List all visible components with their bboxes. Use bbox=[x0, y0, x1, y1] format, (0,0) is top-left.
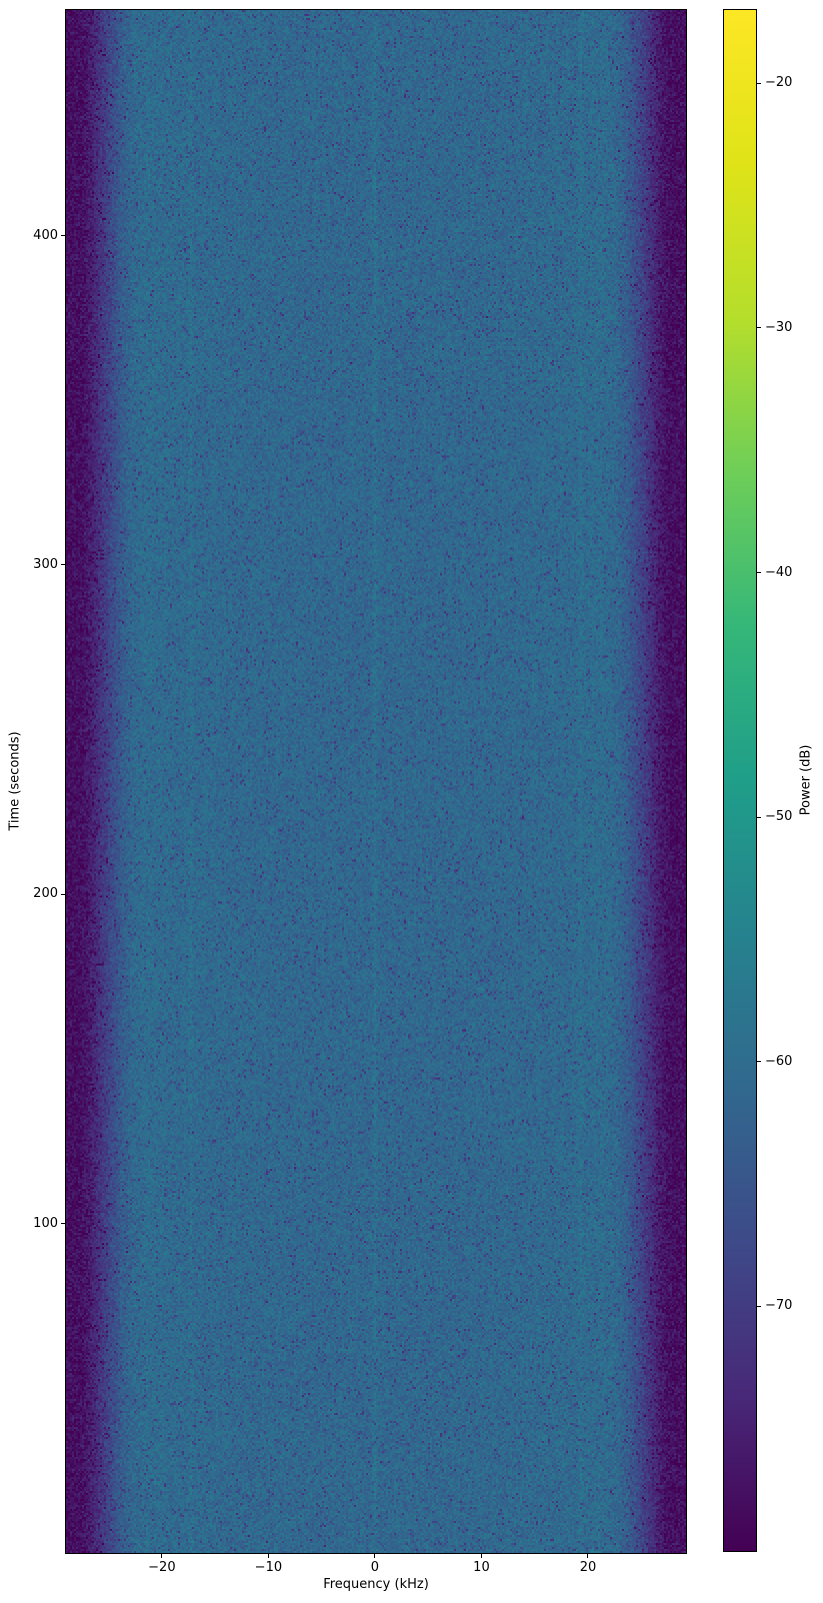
colorbar-gradient bbox=[724, 10, 756, 1551]
colorbar-tick-mark bbox=[757, 82, 761, 84]
y-tick-mark bbox=[61, 1223, 65, 1225]
colorbar bbox=[723, 9, 757, 1552]
colorbar-tick-label: −60 bbox=[765, 1053, 793, 1069]
y-tick-mark bbox=[61, 893, 65, 895]
plot-area bbox=[65, 9, 687, 1554]
colorbar-tick-mark bbox=[757, 1061, 761, 1063]
y-axis-label: Time (seconds) bbox=[7, 731, 23, 831]
y-tick-mark bbox=[61, 235, 65, 237]
x-tick-mark bbox=[587, 1554, 589, 1558]
colorbar-tick-mark bbox=[757, 572, 761, 574]
x-tick-mark bbox=[161, 1554, 163, 1558]
x-tick-mark bbox=[480, 1554, 482, 1558]
x-tick-mark bbox=[374, 1554, 376, 1558]
x-tick-label: 0 bbox=[370, 1560, 380, 1575]
colorbar-tick-mark bbox=[757, 1305, 761, 1307]
colorbar-tick-label: −30 bbox=[765, 319, 793, 335]
x-tick-mark bbox=[267, 1554, 269, 1558]
x-tick-label: 10 bbox=[473, 1560, 490, 1575]
colorbar-tick-label: −40 bbox=[765, 564, 793, 580]
colorbar-tick-mark bbox=[757, 327, 761, 329]
spectrogram-image bbox=[66, 10, 686, 1553]
y-tick-mark bbox=[61, 564, 65, 566]
colorbar-label: Power (dB) bbox=[798, 744, 814, 816]
colorbar-tick-mark bbox=[757, 816, 761, 818]
x-tick-label: −10 bbox=[254, 1560, 283, 1575]
colorbar-tick-label: −20 bbox=[765, 75, 793, 91]
x-tick-label: 20 bbox=[579, 1560, 597, 1575]
y-tick-label: 300 bbox=[33, 556, 58, 572]
x-tick-label: −20 bbox=[148, 1560, 176, 1575]
colorbar-tick-label: −50 bbox=[765, 809, 793, 825]
colorbar-tick-label: −70 bbox=[765, 1298, 793, 1314]
y-tick-label: 200 bbox=[33, 886, 58, 902]
y-tick-label: 100 bbox=[33, 1215, 58, 1231]
x-axis-label: Frequency (kHz) bbox=[323, 1577, 429, 1592]
y-tick-label: 400 bbox=[33, 227, 58, 243]
